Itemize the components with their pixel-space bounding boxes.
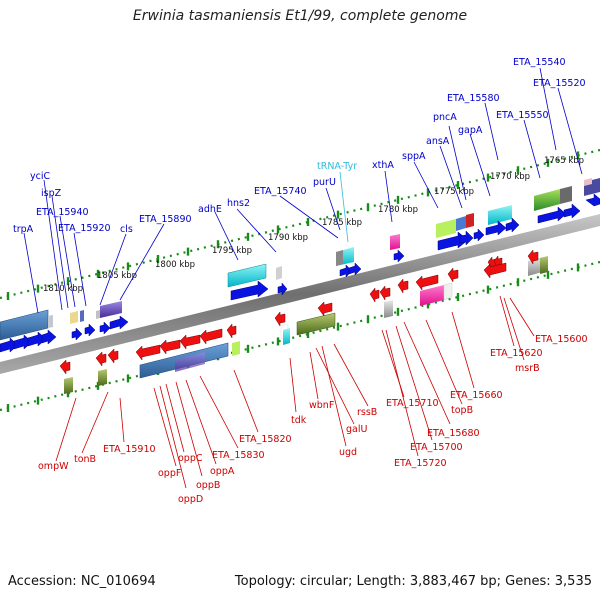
feature-blocks [0,178,600,394]
gene-label-ansA: ansA [426,136,450,147]
kbp-label-1770: 1770 kbp [490,172,530,182]
gene-label-ETA_15830: ETA_15830 [212,450,265,461]
gene-label-hns2: hns2 [227,198,250,209]
gene-label-oppC: oppC [178,453,203,464]
kbp-label-1800: 1800 kbp [155,260,195,270]
gene-label-ETA_15580: ETA_15580 [447,93,500,104]
gene-label-ompW: ompW [38,461,69,472]
gene-label-trpA: trpA [13,224,34,235]
tick-track-upper [0,148,600,300]
gene-label-ETA_15520: ETA_15520 [533,78,586,89]
kbp-label-1805: 1805 kbp [97,271,137,281]
gene-label-tdk: tdk [291,415,307,426]
gene-label-cls: cls [120,224,133,235]
gene-label-ETA_15720: ETA_15720 [394,458,447,469]
gene-label-ETA_15940: ETA_15940 [36,207,89,218]
gene-label-ETA_15680: ETA_15680 [427,428,480,439]
genome-backbone [0,214,600,374]
gene-label-purU: purU [313,177,336,188]
gene-label-gapA: gapA [458,125,483,136]
gene-label-ETA_15660: ETA_15660 [450,390,503,401]
gene-label-tonB: tonB [74,454,96,465]
gene-label-ETA_15920: ETA_15920 [58,223,111,234]
trna-label-connector [339,171,349,243]
gene-label-wbnF: wbnF [309,400,334,411]
reverse-gene-labels: ompW tonB ETA_15910 oppF oppD oppC oppB … [38,334,588,505]
kbp-label-1790: 1790 kbp [268,233,308,243]
gene-label-ugd: ugd [339,447,357,458]
gene-label-ETA_15740: ETA_15740 [254,186,307,197]
accession-text: Accession: NC_010694 [8,574,156,589]
gene-label-topB: topB [451,405,473,416]
kbp-label-1780: 1780 kbp [378,205,418,215]
forward-gene-labels: trpA yciC ispZ ETA_15940 ETA_15920 cls E… [13,57,586,235]
gene-label-ETA_15910: ETA_15910 [103,444,156,455]
gene-label-pncA: pncA [433,112,457,123]
major-ticks [6,151,580,413]
kbp-label-1810: 1810 kbp [43,284,83,294]
map-title: Erwinia tasmaniensis Et1/99, complete ge… [132,8,468,24]
gene-label-rssB: rssB [357,407,377,418]
gene-label-ETA_15710: ETA_15710 [386,398,439,409]
gene-label-galU: galU [346,424,367,435]
gene-label-oppD: oppD [178,494,203,505]
kbp-label-1775: 1775 kbp [434,187,474,197]
genome-summary-text: Topology: circular; Length: 3,883,467 bp… [234,574,592,589]
gene-label-ETA_15700: ETA_15700 [410,442,463,453]
gene-label-tRNA-Tyr: tRNA-Tyr [317,161,357,172]
gene-label-yciC: yciC [30,171,50,182]
gene-label-ETA_15820: ETA_15820 [239,434,292,445]
gene-label-xthA: xthA [372,160,394,171]
kbp-label-1765: 1765 kbp [544,156,584,166]
gene-label-ispZ: ispZ [41,188,62,199]
kbp-label-1795: 1795 kbp [212,246,252,256]
kbp-label-1785: 1785 kbp [322,218,362,228]
gene-label-ETA_15550: ETA_15550 [496,110,549,121]
forward-label-connectors [23,67,583,314]
gene-label-oppB: oppB [196,480,220,491]
forward-gene-arrows [0,193,600,353]
gene-label-ETA_15890: ETA_15890 [139,214,192,225]
gene-label-oppA: oppA [210,466,235,477]
tick-track-lower [0,260,600,412]
kbp-tick-labels: 1810 kbp 1805 kbp 1800 kbp 1795 kbp 1790… [43,156,584,294]
gene-label-adhE: adhE [198,204,222,215]
reverse-label-connectors [55,295,535,489]
gene-label-sppA: sppA [402,151,426,162]
gene-label-ETA_15620: ETA_15620 [490,348,543,359]
gene-label-ETA_15540: ETA_15540 [513,57,566,68]
reverse-gene-arrows [59,249,539,375]
gene-label-ETA_15600: ETA_15600 [535,334,588,345]
gene-label-msrB: msrB [515,363,540,374]
gene-label-oppF: oppF [158,468,181,479]
